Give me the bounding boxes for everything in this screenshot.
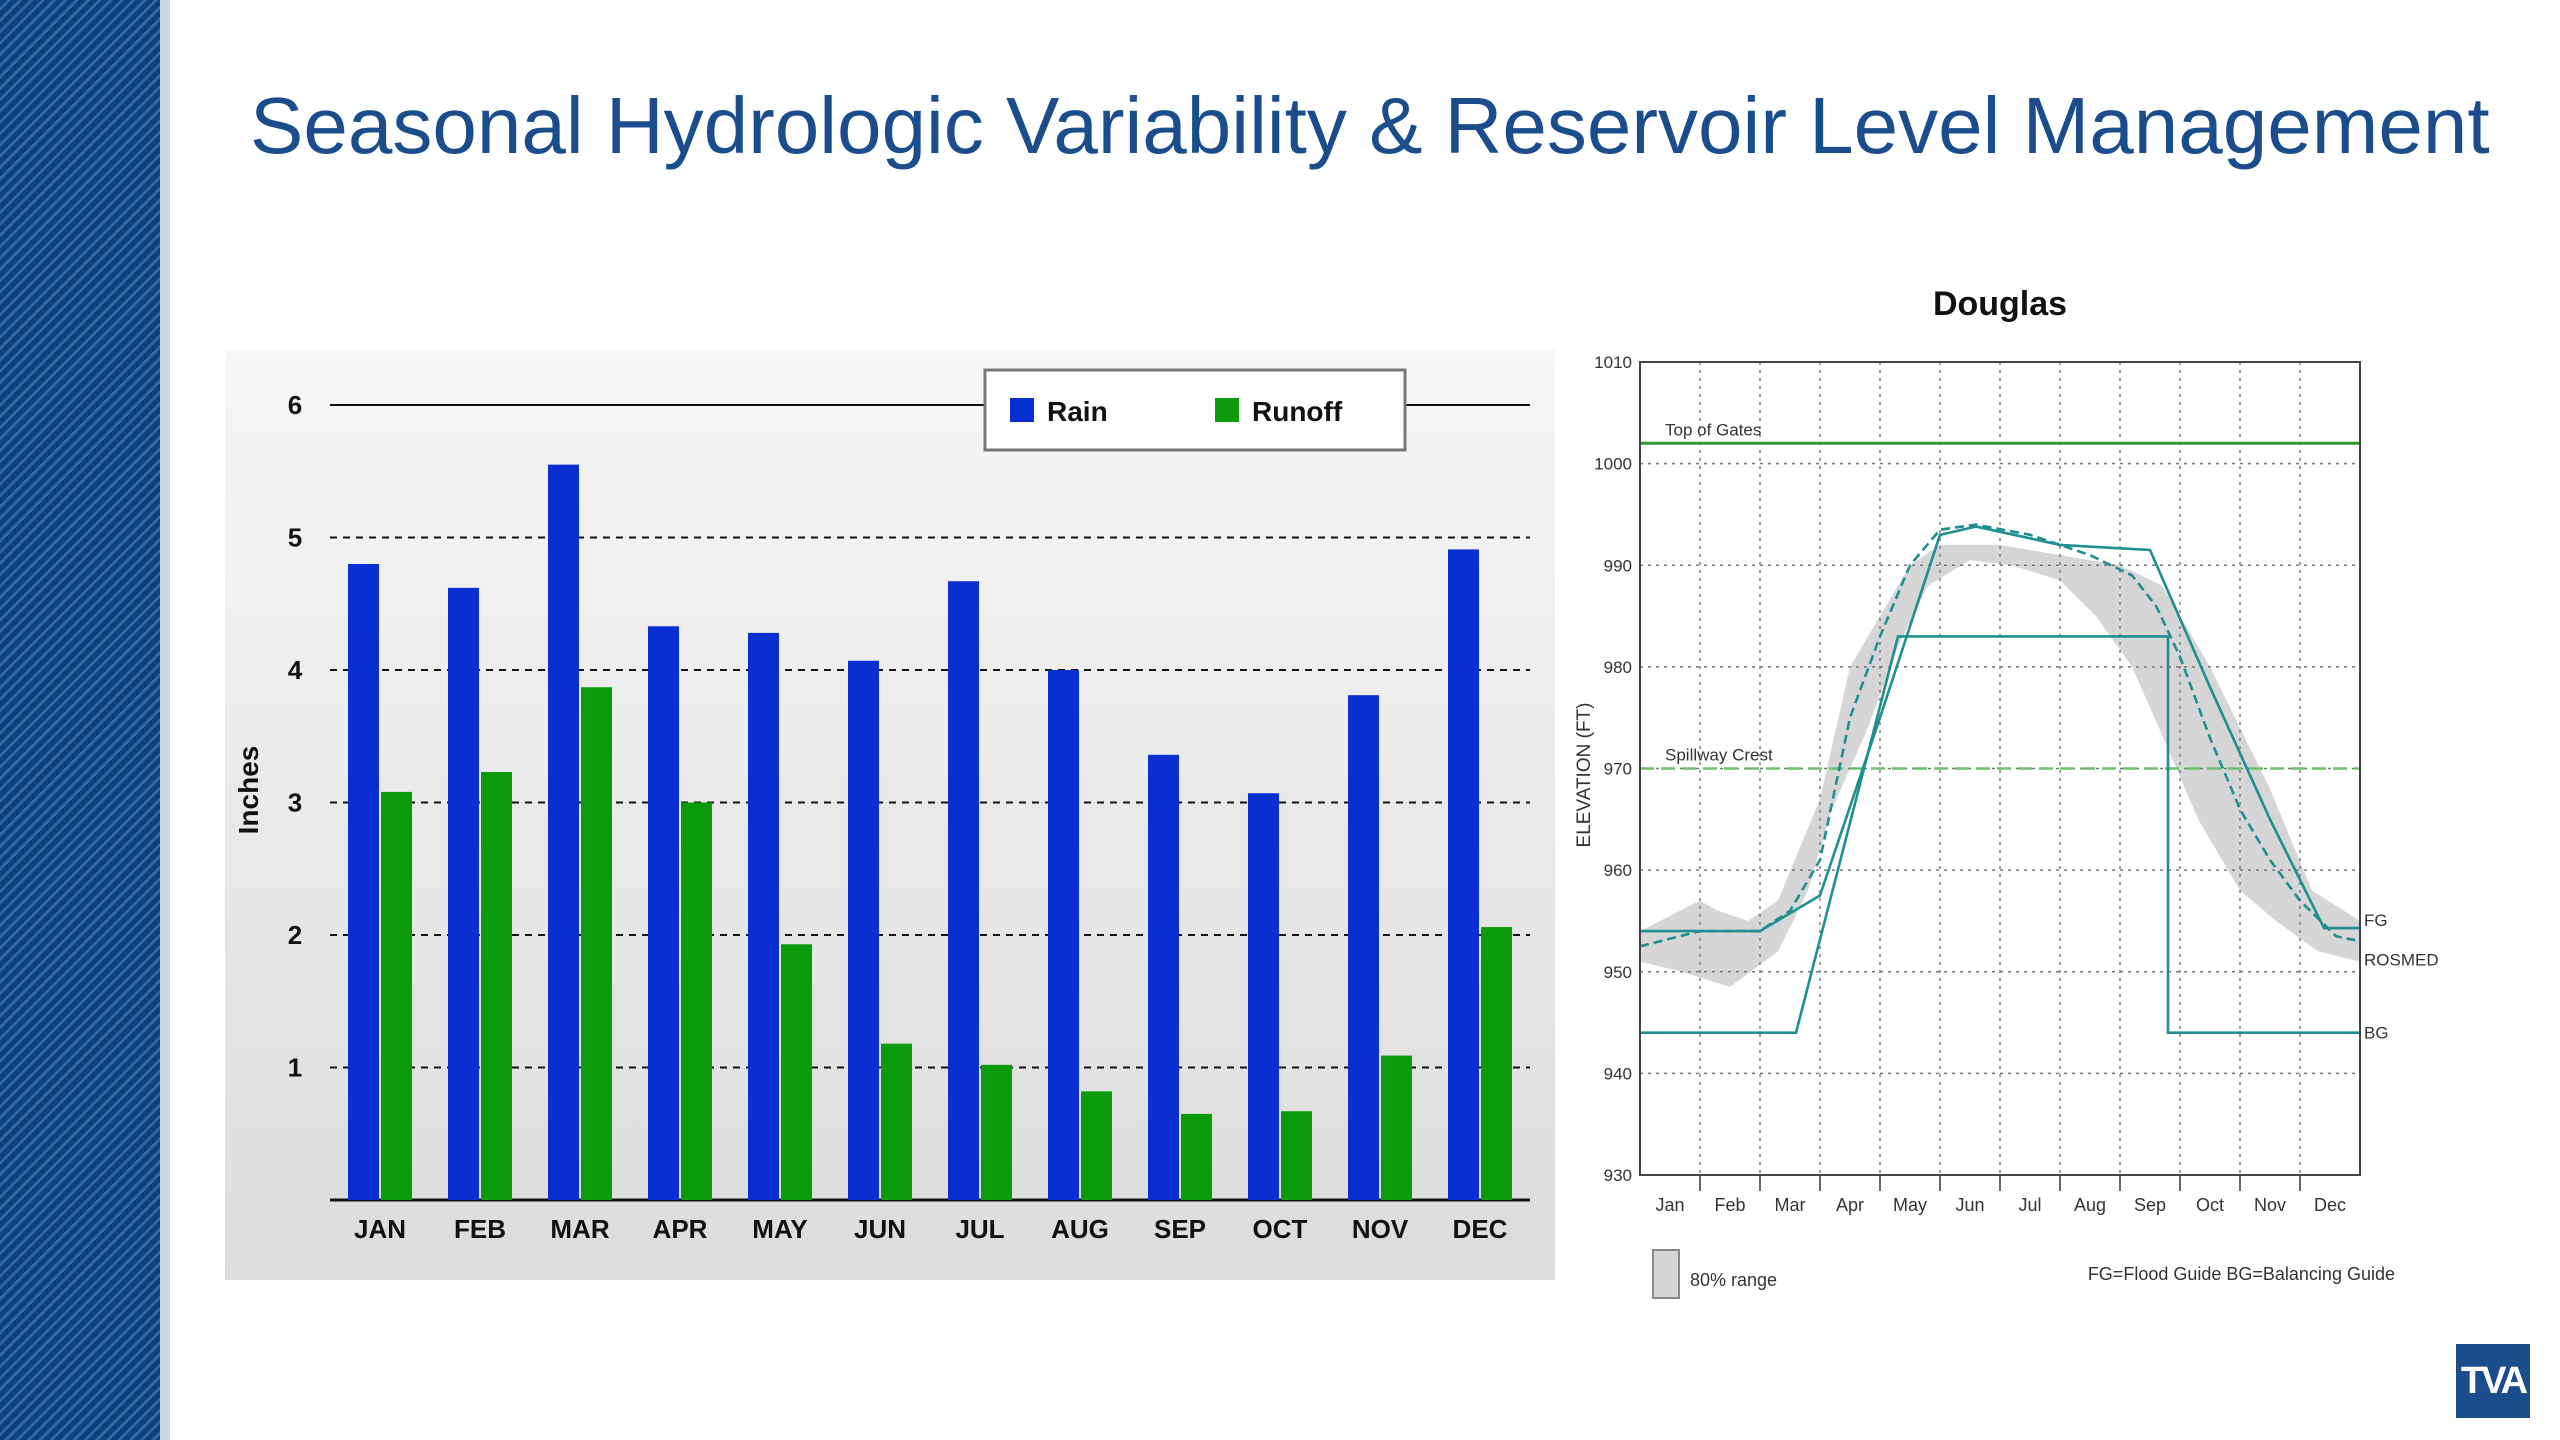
y-tick-2: 2 (288, 920, 302, 950)
chart-title: Douglas (1933, 285, 2067, 323)
x-tick-nov: NOV (1352, 1214, 1409, 1244)
x-tick-jan: Jan (1655, 1195, 1684, 1215)
y-tick-1: 1 (288, 1053, 302, 1083)
x-tick-sep: Sep (2134, 1195, 2166, 1215)
x-tick-mar: Mar (1775, 1195, 1806, 1215)
bar-runoff-mar (581, 687, 612, 1200)
x-tick-dec: Dec (2314, 1195, 2346, 1215)
y-tick-1000: 1000 (1594, 455, 1632, 474)
legend-runoff-label: Runoff (1252, 396, 1343, 427)
bar-runoff-dec (1481, 927, 1512, 1200)
bar-rain-dec (1448, 549, 1479, 1200)
x-tick-oct: Oct (2196, 1195, 2224, 1215)
bar-runoff-sep (1181, 1113, 1212, 1200)
legend-runoff-swatch (1215, 398, 1239, 422)
line-fg (1640, 525, 2360, 933)
y-tick-3: 3 (288, 788, 302, 818)
guide-footnote: FG=Flood Guide BG=Balancing Guide (2088, 1264, 2395, 1284)
x-tick-jul: JUL (955, 1214, 1004, 1244)
x-tick-feb: FEB (454, 1214, 506, 1244)
x-tick-oct: OCT (1253, 1214, 1308, 1244)
x-tick-aug: AUG (1051, 1214, 1109, 1244)
douglas-reservoir-chart: Douglas ELEVATION (FT) Top of Gates Spill… (1574, 285, 2439, 1299)
bar-rain-feb (448, 587, 479, 1200)
bar-runoff-apr (681, 802, 712, 1200)
line-label-rosmed: ROSMED (2364, 950, 2439, 969)
y-axis-title: ELEVATION (FT) (1574, 703, 1595, 848)
range-swatch (1652, 1249, 1680, 1299)
y-tick-960: 960 (1604, 861, 1632, 880)
y-tick-940: 940 (1604, 1064, 1632, 1083)
y-tick-990: 990 (1604, 556, 1632, 575)
bar-runoff-may (781, 944, 812, 1200)
x-tick-feb: Feb (1714, 1195, 1745, 1215)
bar-rain-sep (1148, 754, 1179, 1200)
bar-rain-apr (648, 626, 679, 1200)
line-label-fg: FG (2364, 911, 2388, 930)
x-tick-dec: DEC (1453, 1214, 1508, 1244)
bar-runoff-jan (381, 791, 412, 1200)
x-tick-jun: Jun (1955, 1195, 1984, 1215)
bar-rain-may (748, 632, 779, 1200)
bar-rain-aug (1048, 670, 1079, 1200)
y-tick-980: 980 (1604, 658, 1632, 677)
plot-frame (1639, 361, 2361, 1176)
bar-runoff-feb (481, 772, 512, 1200)
y-tick-1010: 1010 (1594, 353, 1632, 372)
bar-rain-jan (348, 564, 379, 1200)
bar-rain-oct (1248, 793, 1279, 1200)
line-label-bg: BG (2364, 1024, 2389, 1043)
y-tick-930: 930 (1604, 1166, 1632, 1185)
x-tick-jan: JAN (354, 1214, 406, 1244)
slide-title: Seasonal Hydrologic Variability & Reserv… (250, 81, 2490, 170)
top-of-gates-label: Top of Gates (1665, 420, 1761, 439)
x-tick-apr: Apr (1836, 1195, 1864, 1215)
y-axis-title: Inches (233, 746, 264, 835)
y-tick-970: 970 (1604, 760, 1632, 779)
legend: Rain Runoff (983, 368, 1407, 452)
y-tick-4: 4 (288, 655, 303, 685)
x-tick-mar: MAR (550, 1214, 609, 1244)
x-tick-jun: JUN (854, 1214, 906, 1244)
x-tick-sep: SEP (1154, 1214, 1206, 1244)
bar-runoff-aug (1081, 1091, 1112, 1200)
range-legend-label: 80% range (1690, 1270, 1777, 1290)
bar-rain-jul (948, 581, 979, 1200)
x-tick-may: MAY (752, 1214, 807, 1244)
range-legend: 80% range (1652, 1249, 1777, 1299)
rain-runoff-bar-chart: 1 2 3 4 5 6 JAN FEB MAR APR MAY JUN JUL AUG SEP OCT NOV D… (225, 350, 1555, 1280)
sidebar-decoration (0, 0, 160, 1440)
bar-rain-jun (848, 660, 879, 1200)
bar-runoff-oct (1281, 1111, 1312, 1200)
y-tick-5: 5 (288, 523, 302, 553)
sidebar-edge (160, 0, 170, 1440)
x-tick-apr: APR (653, 1214, 708, 1244)
legend-rain-swatch (1010, 398, 1034, 422)
y-tick-950: 950 (1604, 963, 1632, 982)
x-tick-jul: Jul (2018, 1195, 2041, 1215)
bar-runoff-nov (1381, 1055, 1412, 1200)
bar-runoff-jul (981, 1064, 1012, 1200)
spillway-crest-label: Spillway Crest (1665, 746, 1773, 765)
x-tick-nov: Nov (2254, 1195, 2286, 1215)
line-rosmed (1639, 523, 2361, 948)
x-tick-may: May (1893, 1195, 1927, 1215)
y-tick-6: 6 (288, 390, 302, 420)
bar-rain-mar (548, 464, 579, 1200)
bar-rain-nov (1348, 695, 1379, 1200)
tva-logo: TVA (2456, 1344, 2530, 1418)
legend-rain-label: Rain (1047, 396, 1108, 427)
x-tick-aug: Aug (2074, 1195, 2106, 1215)
line-bg (1640, 635, 2360, 1035)
bar-runoff-jun (881, 1043, 912, 1200)
